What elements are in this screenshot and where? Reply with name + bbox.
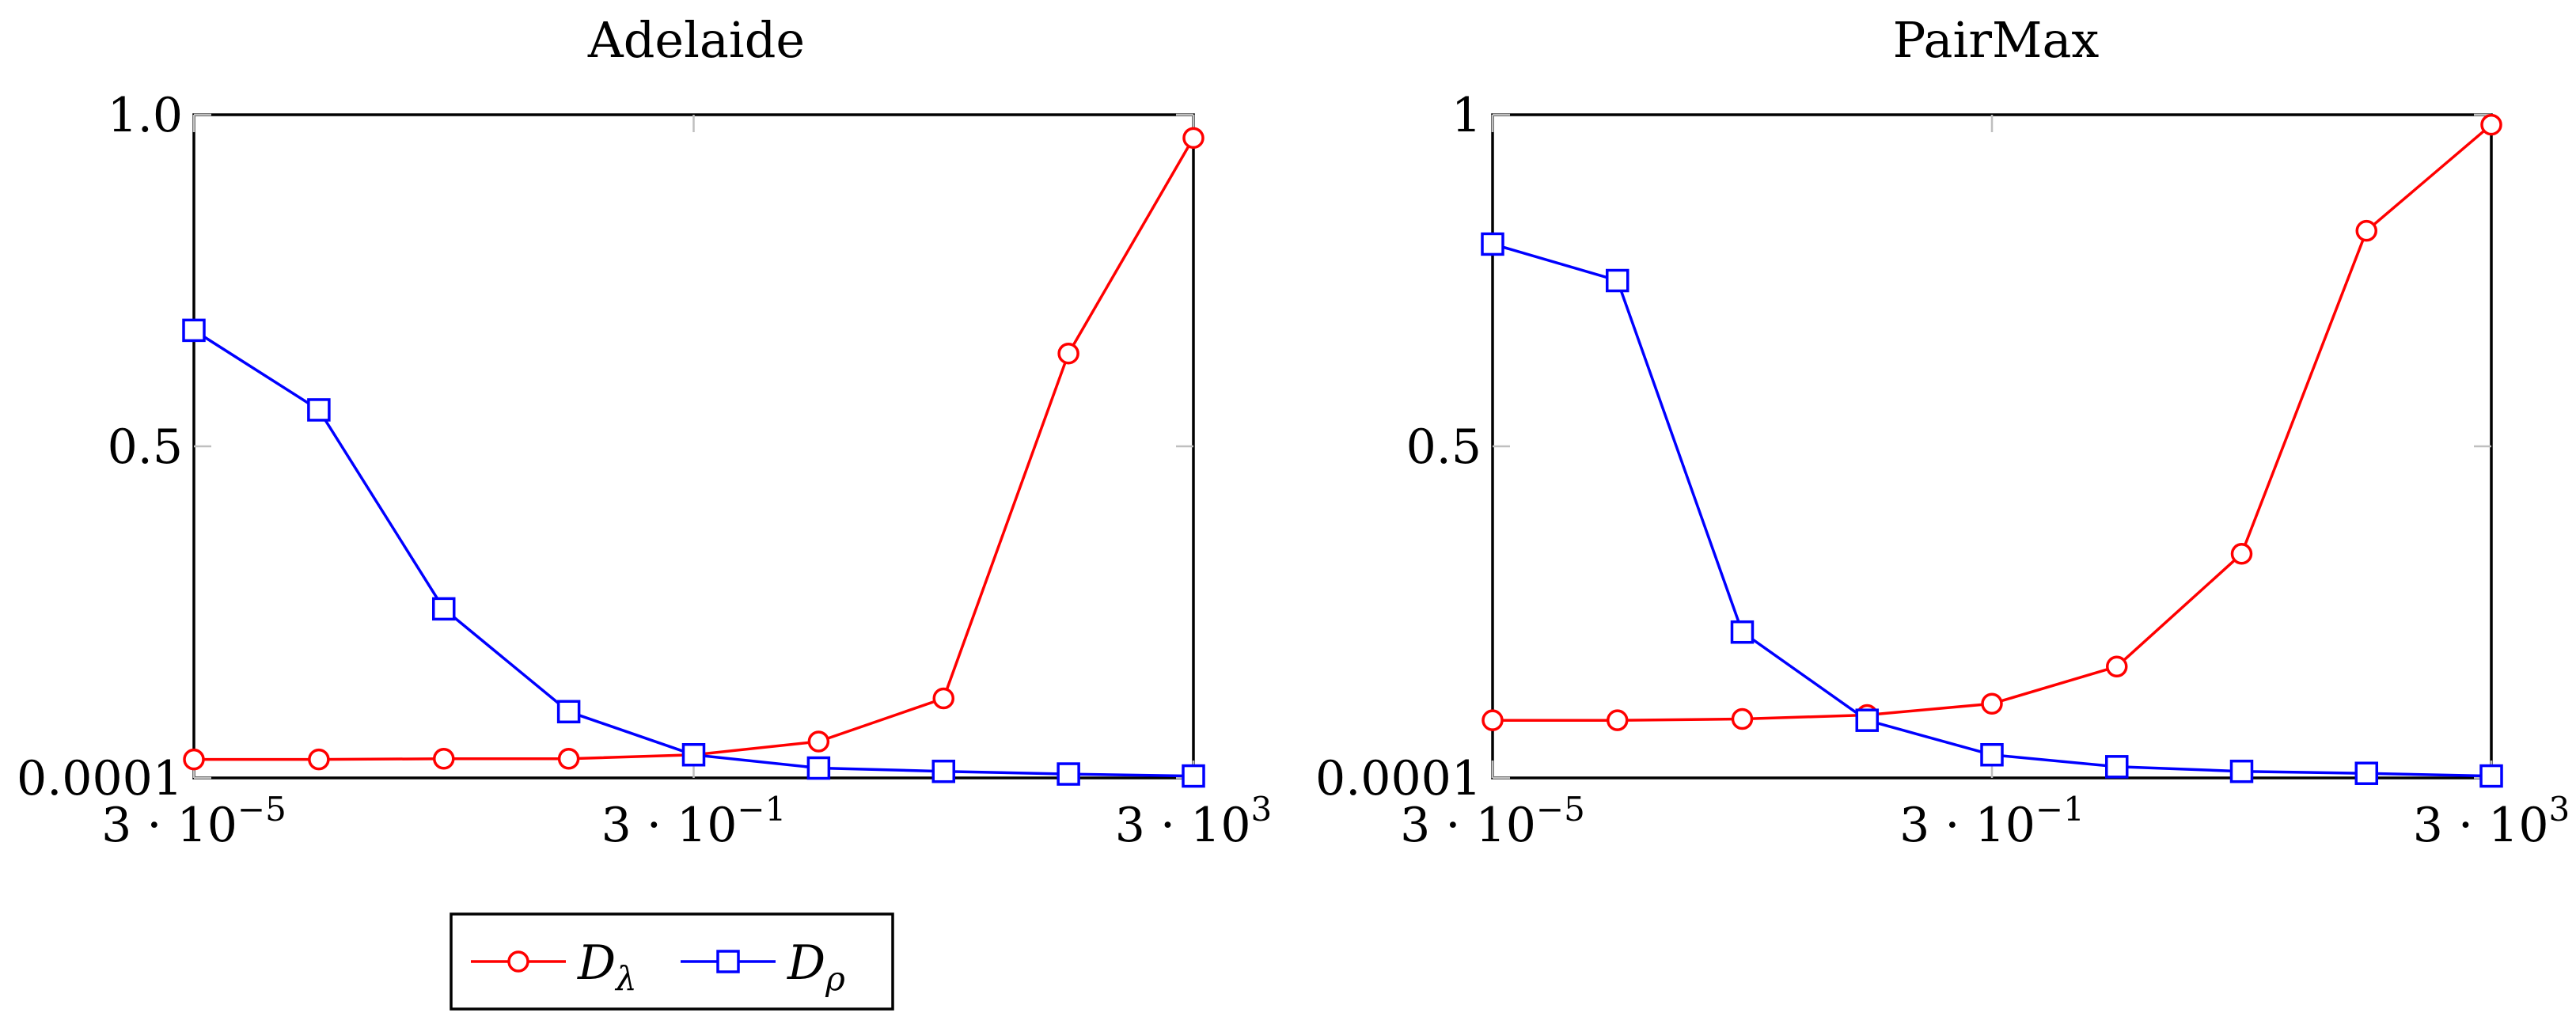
data-point	[2106, 655, 2128, 678]
data-point	[1981, 692, 2003, 715]
data-point	[557, 748, 580, 770]
data-point	[681, 743, 706, 767]
x-tick-label: 3 · 10−5	[101, 790, 286, 853]
data-point	[1980, 743, 2004, 767]
data-point	[1057, 342, 1079, 365]
x-tick-label: 3 · 103	[2413, 790, 2570, 853]
data-point	[2229, 759, 2254, 783]
series-line	[193, 328, 1194, 778]
data-point	[1182, 127, 1205, 150]
plot-frame	[192, 113, 1195, 780]
data-point	[307, 398, 331, 422]
chart-title: PairMax	[1893, 11, 2100, 69]
data-point	[1855, 708, 1879, 732]
data-point	[1481, 232, 1504, 256]
y-tick-label: 1.0	[108, 88, 183, 143]
circle-marker-icon	[507, 950, 529, 973]
data-point	[1481, 709, 1504, 731]
series-line	[1493, 123, 2493, 722]
data-point	[2354, 761, 2378, 785]
data-point	[2105, 755, 2129, 779]
x-tick-label: 3 · 10−1	[601, 790, 787, 853]
data-point	[932, 687, 954, 710]
data-point	[183, 748, 205, 771]
data-point	[1182, 764, 1205, 788]
chart-title: Adelaide	[587, 11, 805, 69]
chart-adelaide: Adelaide 0.0001 0.5 1.0 3 · 10−5 3 · 10−1 3 ·…	[17, 11, 1272, 853]
series-d-rho	[1481, 232, 2503, 788]
data-point	[556, 700, 581, 724]
data-point	[931, 759, 955, 783]
x-tick-label: 3 · 10−1	[1899, 790, 2085, 853]
data-point	[806, 756, 831, 780]
data-point	[182, 318, 206, 343]
y-tick-label: 0.0001	[17, 751, 183, 806]
data-point	[308, 748, 330, 771]
data-point	[2480, 113, 2502, 136]
data-point	[1057, 762, 1080, 786]
data-point	[1606, 268, 1629, 293]
y-tick-label: 0.5	[1406, 419, 1481, 475]
series-d-lambda	[1481, 113, 2502, 731]
plot-frame	[1491, 113, 2493, 780]
data-point	[432, 597, 456, 621]
data-point	[807, 730, 830, 753]
data-point	[2479, 764, 2503, 788]
chart-pairmax: PairMax 0.0001 0.5 1 3 · 10−5 3 · 10−1 3 · 10…	[1315, 11, 2570, 853]
data-point	[1607, 709, 1629, 731]
y-tick-label: 1	[1451, 88, 1481, 143]
y-tick-label: 0.5	[108, 419, 183, 475]
y-tick-label: 0.0001	[1315, 751, 1481, 806]
series-d-lambda	[183, 127, 1205, 771]
data-point	[2230, 543, 2253, 565]
x-tick-label: 3 · 103	[1115, 790, 1272, 853]
data-point	[2355, 219, 2377, 242]
data-point	[1731, 707, 1754, 730]
legend: Dλ Dρ	[450, 912, 894, 1011]
x-tick-label: 3 · 10−5	[1400, 790, 1585, 853]
legend-label: Dρ	[787, 935, 845, 998]
series-d-rho	[182, 318, 1205, 788]
legend-item: Dλ	[471, 935, 637, 998]
data-point	[433, 748, 455, 770]
legend-item: Dρ	[681, 935, 845, 998]
square-marker-icon	[716, 950, 740, 973]
legend-label: Dλ	[577, 935, 637, 998]
data-point	[1730, 620, 1755, 644]
